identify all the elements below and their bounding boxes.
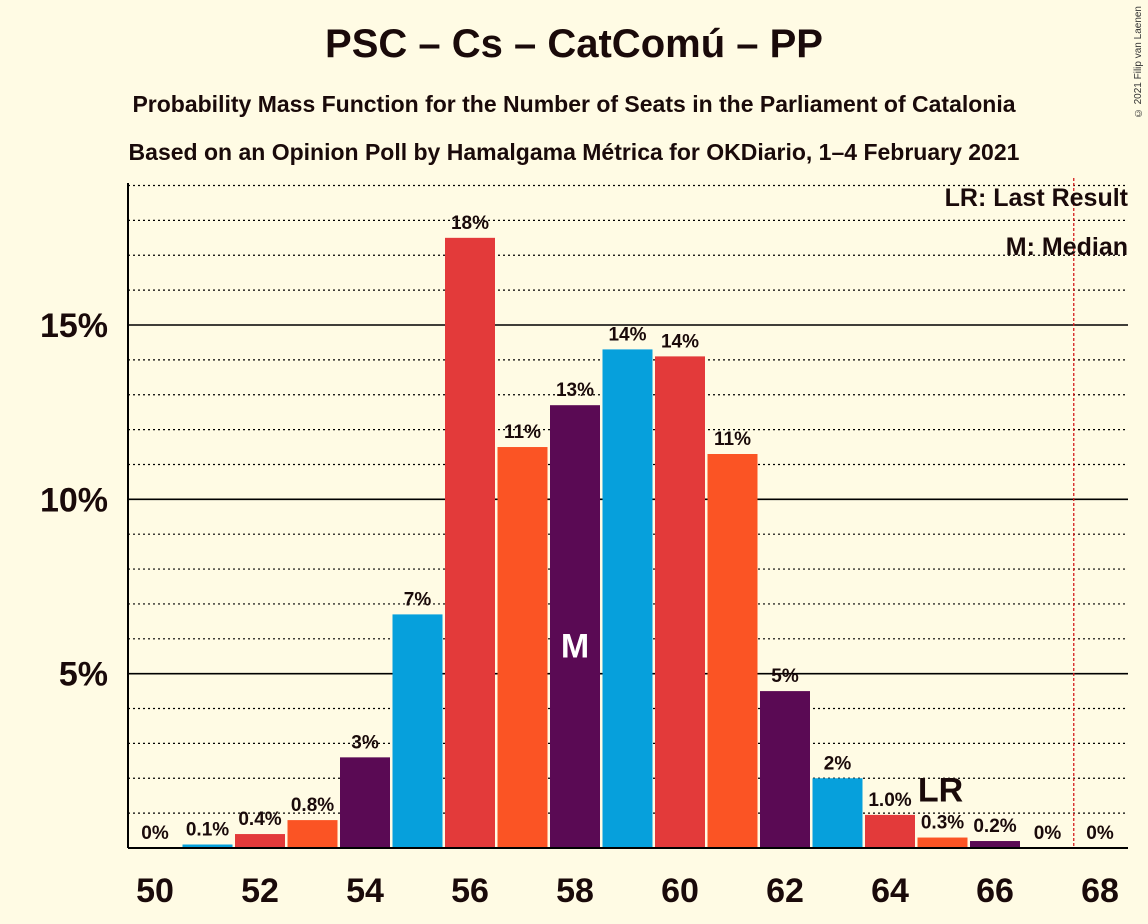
bar-value-label: 0% — [1034, 823, 1062, 844]
bar-value-label: 11% — [714, 429, 751, 450]
bar-value-label: 0.2% — [973, 816, 1016, 837]
bar-value-label: 11% — [504, 422, 541, 443]
x-tick-label: 68 — [1081, 872, 1119, 910]
bar-value-label: 0.8% — [291, 795, 334, 816]
y-tick-label: 5% — [59, 656, 108, 694]
x-tick-label: 54 — [346, 872, 384, 910]
bar-value-label: 14% — [661, 331, 699, 352]
x-tick-label: 58 — [556, 872, 594, 910]
chart-subtitle-1: Probability Mass Function for the Number… — [132, 91, 1016, 117]
bar-seats-59 — [602, 349, 653, 848]
bar-value-label: 1.0% — [868, 790, 911, 811]
y-tick-label: 10% — [40, 481, 108, 519]
bar-value-label: 14% — [608, 324, 646, 345]
bar-seats-58 — [550, 405, 600, 848]
chart-title: PSC – Cs – CatComú – PP — [325, 22, 823, 66]
bar-value-label: 0% — [141, 823, 169, 844]
bar-seats-52 — [235, 834, 285, 848]
bar-seats-61 — [707, 454, 758, 848]
bar-seats-55 — [392, 614, 443, 848]
legend-median: M: Median — [1005, 233, 1128, 261]
bar-seats-62 — [760, 691, 810, 848]
legend-last-result: LR: Last Result — [944, 184, 1128, 212]
last-result-marker: LR — [918, 772, 963, 810]
chart-subtitle-2: Based on an Opinion Poll by Hamalgama Mé… — [128, 139, 1020, 165]
bar-value-label: 0.3% — [921, 813, 964, 834]
x-tick-label: 50 — [136, 872, 174, 910]
median-marker: M — [561, 628, 589, 666]
bar-seats-51 — [182, 844, 233, 848]
x-tick-label: 64 — [871, 872, 909, 910]
bar-value-label: 18% — [451, 213, 489, 234]
bar-value-label: 2% — [824, 753, 852, 774]
bar-seats-53 — [287, 820, 338, 848]
bar-seats-57 — [497, 447, 548, 848]
bar-value-label: 0.1% — [186, 820, 229, 841]
bar-value-label: 7% — [404, 589, 432, 610]
x-tick-label: 56 — [451, 872, 489, 910]
bar-seats-66 — [970, 841, 1020, 848]
bar-seats-63 — [812, 778, 863, 848]
bar-seats-56 — [445, 237, 495, 849]
bar-value-label: 13% — [556, 380, 594, 401]
bar-value-label: 0.4% — [238, 809, 281, 830]
y-tick-label: 15% — [40, 307, 108, 345]
x-tick-label: 52 — [241, 872, 279, 910]
bar-seats-60 — [655, 356, 705, 848]
bar-value-label: 3% — [351, 732, 379, 753]
bar-value-label: 5% — [771, 666, 799, 687]
bar-value-label: 0% — [1086, 823, 1114, 844]
x-tick-label: 60 — [661, 872, 699, 910]
bar-seats-54 — [340, 757, 390, 848]
x-tick-label: 62 — [766, 872, 804, 910]
bar-seats-65 — [917, 837, 968, 848]
bar-seats-64 — [865, 814, 915, 848]
x-tick-label: 66 — [976, 872, 1014, 910]
